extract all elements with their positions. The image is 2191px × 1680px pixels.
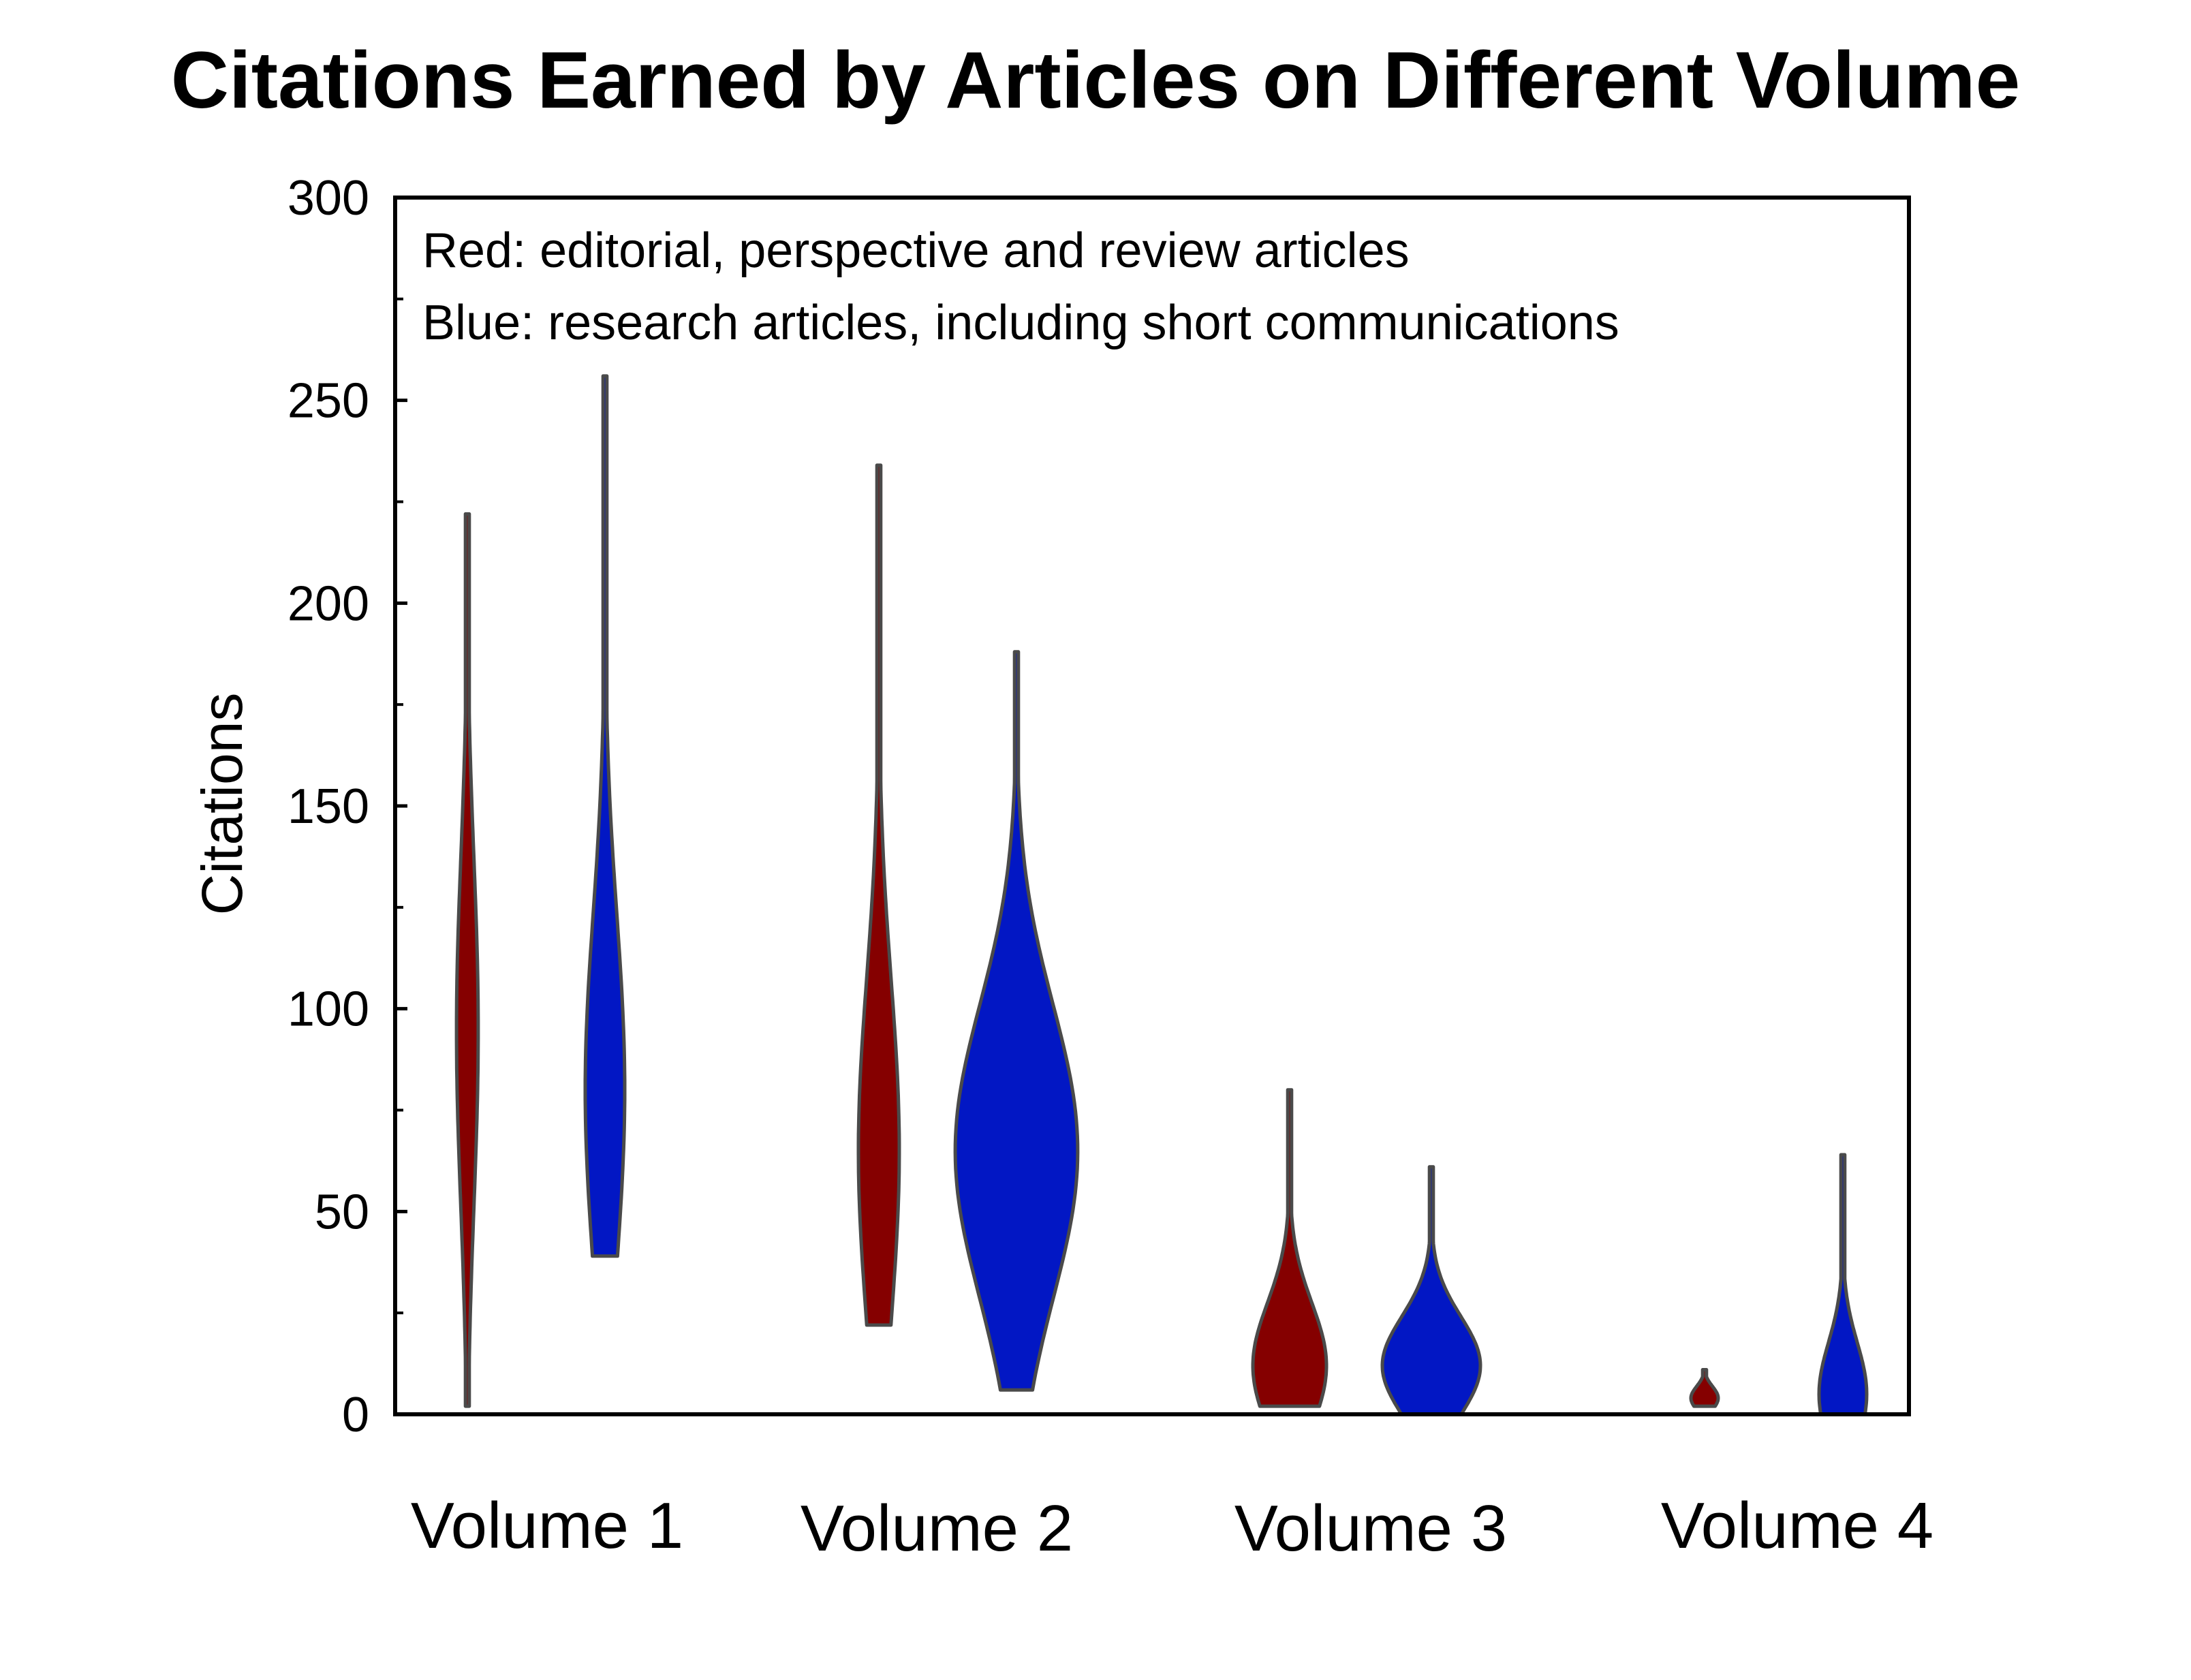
y-tick-label: 200 <box>288 576 369 631</box>
violin-blue-volume-1 <box>583 374 627 1258</box>
plot-frame <box>393 196 1911 1416</box>
x-tick-label-volume-2: Volume 2 <box>801 1492 1073 1565</box>
y-axis-label: Citations <box>190 693 254 916</box>
x-tick-label-volume-3: Volume 3 <box>1234 1492 1507 1565</box>
x-tick-label-volume-4: Volume 4 <box>1661 1489 1933 1562</box>
chart-title: Citations Earned by Articles on Differen… <box>171 35 2020 125</box>
y-tick-label: 150 <box>288 779 369 834</box>
violin-red-volume-2 <box>856 463 901 1327</box>
y-tick-label: 100 <box>288 982 369 1037</box>
annotation-blue: Blue: research articles, including short… <box>422 296 1619 350</box>
violin-red-volume-1 <box>454 512 480 1408</box>
violin-red-volume-4 <box>1689 1368 1720 1408</box>
y-tick-label: 50 <box>315 1185 369 1239</box>
y-tick-label: 0 <box>342 1388 369 1442</box>
violin-blue-volume-4 <box>1817 1153 1869 1416</box>
violin-plot-area <box>454 374 1869 1416</box>
violin-red-volume-3 <box>1251 1088 1328 1408</box>
y-tick-label: 300 <box>288 171 369 225</box>
violin-blue-volume-2 <box>953 650 1080 1392</box>
y-tick-label: 250 <box>288 374 369 429</box>
y-axis-ticks: 0 50 100 150 200 250 300 <box>288 171 407 1442</box>
x-tick-label-volume-1: Volume 1 <box>411 1489 683 1562</box>
violin-blue-volume-3 <box>1380 1165 1482 1416</box>
annotation-red: Red: editorial, perspective and review a… <box>422 223 1410 278</box>
